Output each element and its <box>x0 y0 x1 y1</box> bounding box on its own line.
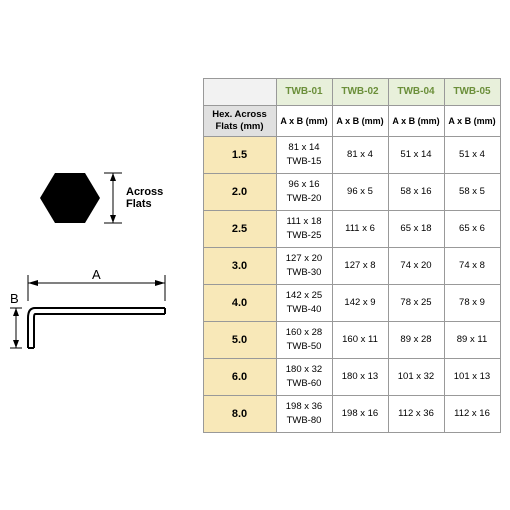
col-head: TWB-01 <box>276 78 332 105</box>
size-cell: 5.0 <box>203 321 276 358</box>
table-row: 2.5111 x 18TWB-25111 x 665 x 1865 x 6 <box>203 210 500 247</box>
data-cell: 142 x 25TWB-40 <box>276 284 332 321</box>
data-cell: 65 x 6 <box>444 210 500 247</box>
data-cell: 101 x 32 <box>388 358 444 395</box>
size-cell: 2.5 <box>203 210 276 247</box>
table-row: 5.0160 x 28TWB-50160 x 1189 x 2889 x 11 <box>203 321 500 358</box>
subheader-row: Hex. Across Flats (mm) A x B (mm) A x B … <box>203 105 500 136</box>
data-cell: 112 x 36 <box>388 395 444 432</box>
svg-text:Flats: Flats <box>126 198 152 210</box>
data-cell: 111 x 18TWB-25 <box>276 210 332 247</box>
header-spacer <box>203 78 276 105</box>
sub-head: A x B (mm) <box>444 105 500 136</box>
dimension-diagram: Across Flats A B <box>10 143 185 368</box>
data-cell: 198 x 16 <box>332 395 388 432</box>
data-cell: 180 x 13 <box>332 358 388 395</box>
size-cell: 4.0 <box>203 284 276 321</box>
table-row: 2.096 x 16TWB-2096 x 558 x 1658 x 5 <box>203 173 500 210</box>
data-cell: 127 x 8 <box>332 247 388 284</box>
header-row: TWB-01 TWB-02 TWB-04 TWB-05 <box>203 78 500 105</box>
size-cell: 2.0 <box>203 173 276 210</box>
size-cell: 6.0 <box>203 358 276 395</box>
col-head: TWB-04 <box>388 78 444 105</box>
data-cell: 96 x 5 <box>332 173 388 210</box>
data-cell: 127 x 20TWB-30 <box>276 247 332 284</box>
dim-b-label: B <box>10 291 19 306</box>
data-cell: 160 x 28TWB-50 <box>276 321 332 358</box>
data-cell: 89 x 28 <box>388 321 444 358</box>
sub-head: A x B (mm) <box>332 105 388 136</box>
data-cell: 111 x 6 <box>332 210 388 247</box>
spec-table: TWB-01 TWB-02 TWB-04 TWB-05 Hex. Across … <box>203 78 501 433</box>
table-row: 3.0127 x 20TWB-30127 x 874 x 2074 x 8 <box>203 247 500 284</box>
size-cell: 1.5 <box>203 136 276 173</box>
sub-head: A x B (mm) <box>276 105 332 136</box>
data-cell: 142 x 9 <box>332 284 388 321</box>
col-head: TWB-02 <box>332 78 388 105</box>
data-cell: 81 x 4 <box>332 136 388 173</box>
table-row: 1.581 x 14TWB-1581 x 451 x 1451 x 4 <box>203 136 500 173</box>
table-row: 6.0180 x 32TWB-60180 x 13101 x 32101 x 1… <box>203 358 500 395</box>
data-cell: 89 x 11 <box>444 321 500 358</box>
data-cell: 58 x 5 <box>444 173 500 210</box>
table-row: 4.0142 x 25TWB-40142 x 978 x 2578 x 9 <box>203 284 500 321</box>
data-cell: 51 x 14 <box>388 136 444 173</box>
size-cell: 8.0 <box>203 395 276 432</box>
data-cell: 74 x 20 <box>388 247 444 284</box>
data-cell: 78 x 9 <box>444 284 500 321</box>
across-flats-label: Across <box>126 186 163 198</box>
data-cell: 81 x 14TWB-15 <box>276 136 332 173</box>
dim-a-label: A <box>92 267 101 282</box>
data-cell: 160 x 11 <box>332 321 388 358</box>
data-cell: 101 x 13 <box>444 358 500 395</box>
col-head: TWB-05 <box>444 78 500 105</box>
data-cell: 51 x 4 <box>444 136 500 173</box>
data-cell: 78 x 25 <box>388 284 444 321</box>
data-cell: 180 x 32TWB-60 <box>276 358 332 395</box>
data-cell: 58 x 16 <box>388 173 444 210</box>
row-header-label: Hex. Across Flats (mm) <box>203 105 276 136</box>
data-cell: 74 x 8 <box>444 247 500 284</box>
sub-head: A x B (mm) <box>388 105 444 136</box>
table-row: 8.0198 x 36TWB-80198 x 16112 x 36112 x 1… <box>203 395 500 432</box>
data-cell: 65 x 18 <box>388 210 444 247</box>
data-cell: 96 x 16TWB-20 <box>276 173 332 210</box>
data-cell: 112 x 16 <box>444 395 500 432</box>
data-cell: 198 x 36TWB-80 <box>276 395 332 432</box>
size-cell: 3.0 <box>203 247 276 284</box>
hexagon-shape <box>40 173 100 223</box>
